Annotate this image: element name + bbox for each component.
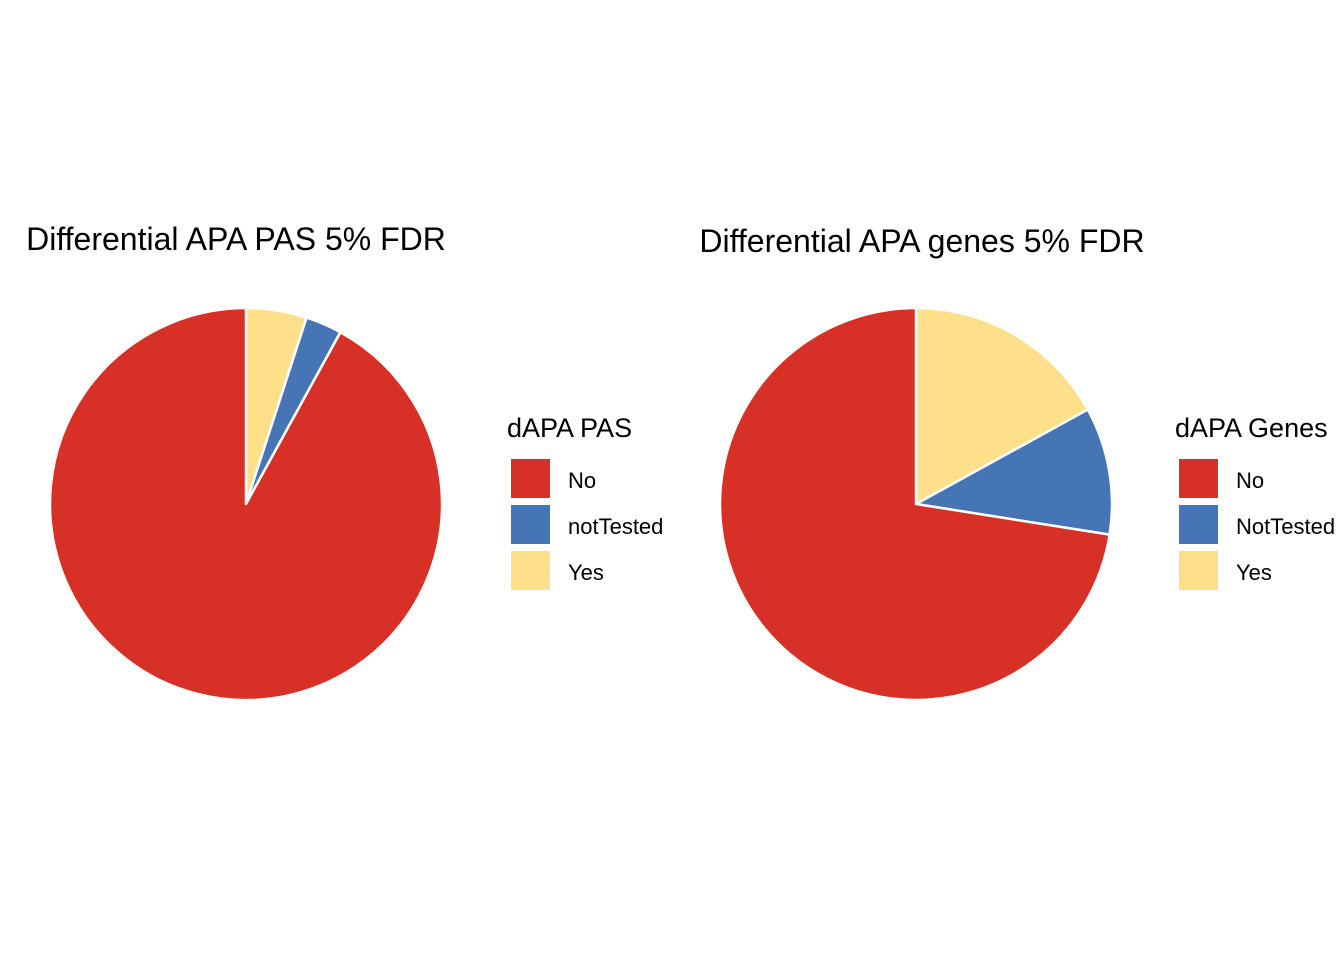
legend-item-nottested: NotTested — [1179, 505, 1335, 544]
legend-key-yes — [1179, 551, 1218, 590]
legend-item-yes: Yes — [511, 551, 604, 590]
legend-label-yes: Yes — [1236, 560, 1272, 585]
legend-title-pas: dAPA PAS — [507, 413, 632, 443]
pie-slice-yes — [914, 306, 1090, 506]
pie-slice-nottested — [914, 408, 1114, 536]
pie-slices-genes — [718, 306, 1114, 702]
legend-title-genes: dAPA Genes — [1175, 413, 1328, 443]
chart-title-pas: Differential APA PAS 5% FDR — [26, 221, 446, 257]
legend-key-yes — [511, 551, 550, 590]
legend-key-nottested — [1179, 505, 1218, 544]
legend-item-no: No — [1179, 459, 1264, 498]
legend-key-no — [1179, 459, 1218, 498]
pie-chart-pas: Differential APA PAS 5% FDR dAPA PAS No … — [26, 221, 663, 702]
legend-label-nottested: NotTested — [1236, 514, 1335, 539]
pie-slices-pas — [48, 306, 444, 702]
legend-label-no: No — [1236, 468, 1264, 493]
legend-item-nottested: notTested — [511, 505, 663, 544]
legend-label-yes: Yes — [568, 560, 604, 585]
legend-label-nottested: notTested — [568, 514, 663, 539]
legend-genes: dAPA Genes No NotTested Yes — [1175, 413, 1335, 590]
chart-title-genes: Differential APA genes 5% FDR — [699, 223, 1144, 259]
legend-key-nottested — [511, 505, 550, 544]
legend-label-no: No — [568, 468, 596, 493]
legend-pas: dAPA PAS No notTested Yes — [507, 413, 663, 590]
legend-item-yes: Yes — [1179, 551, 1272, 590]
legend-key-no — [511, 459, 550, 498]
pie-chart-genes: Differential APA genes 5% FDR dAPA Genes… — [699, 223, 1335, 702]
pie-slice-no — [48, 306, 444, 702]
pie-slice-no — [718, 306, 1111, 702]
legend-item-no: No — [511, 459, 596, 498]
